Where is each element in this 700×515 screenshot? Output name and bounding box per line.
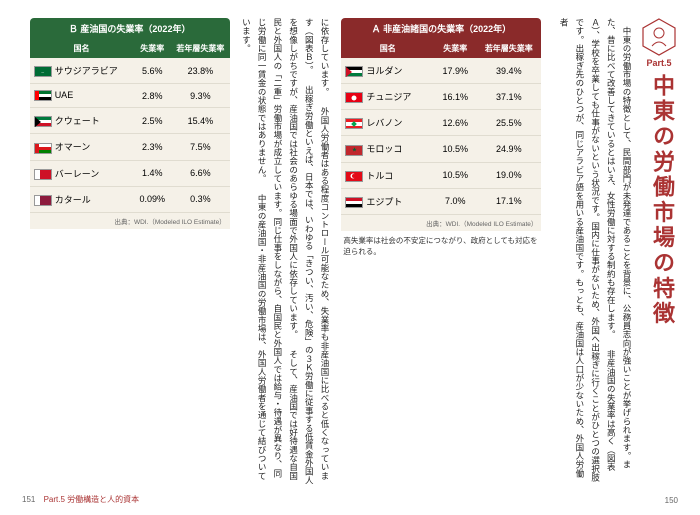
flag-icon — [345, 92, 363, 103]
unemployment-rate: 12.6% — [434, 110, 476, 136]
page-left-num: 151 — [22, 495, 35, 504]
table-b-h1: 失業率 — [133, 39, 171, 58]
country-name: サウジアラビア — [55, 66, 118, 76]
country-name: バーレーン — [55, 169, 100, 179]
table-a-body: ヨルダン 17.9%39.4% チュニジア 16.1%37.1% レバノン 12.6%25… — [341, 58, 541, 214]
youth-unemployment-rate: 19.0% — [476, 162, 541, 188]
table-row: カタール 0.09%0.3% — [30, 186, 230, 212]
page-left: に依存しています。 外国人労働者はある程度コントロール可能なため、失業率も非産油… — [0, 0, 350, 515]
youth-unemployment-rate: 37.1% — [476, 84, 541, 110]
youth-unemployment-rate: 39.4% — [476, 58, 541, 84]
youth-unemployment-rate: 15.4% — [171, 108, 230, 134]
unemployment-rate: 10.5% — [434, 162, 476, 188]
flag-icon — [34, 195, 52, 206]
page-right-num: 150 — [665, 496, 678, 505]
flag-icon — [34, 143, 52, 154]
table-b-caption: Ｂ 産油国の失業率（2022年） — [30, 18, 230, 39]
table-b: 国名 失業率 若年層失業率 ـــサウジアラビア 5.6%23.8% UAE 2.8%… — [30, 39, 230, 213]
country-name: トルコ — [366, 171, 393, 181]
unemployment-rate: 2.3% — [133, 134, 171, 160]
table-row: ـــサウジアラビア 5.6%23.8% — [30, 58, 230, 84]
table-a-h0: 国名 — [341, 39, 434, 58]
table-b-h0: 国名 — [30, 39, 134, 58]
country-name: レバノン — [366, 118, 402, 128]
country-name: モロッコ — [366, 144, 402, 154]
unemployment-rate: 5.6% — [133, 58, 171, 84]
table-b-block: Ｂ 産油国の失業率（2022年） 国名 失業率 若年層失業率 ـــサウジアラビ… — [30, 18, 230, 485]
table-a-block: Ａ 非産油諸国の失業率（2022年） 国名 失業率 若年層失業率 ヨルダン 17.… — [341, 18, 541, 485]
youth-unemployment-rate: 9.3% — [171, 84, 230, 108]
table-a-h2: 若年層失業率 — [476, 39, 541, 58]
country-name: エジプト — [366, 197, 402, 207]
youth-unemployment-rate: 23.8% — [171, 58, 230, 84]
flag-icon — [345, 197, 363, 208]
unemployment-rate: 10.5% — [434, 136, 476, 162]
flag-icon — [345, 118, 363, 129]
hex-icon — [642, 18, 676, 56]
table-row: レバノン 12.6%25.5% — [341, 110, 541, 136]
headline: 中東の労働市場の特徴 — [646, 74, 678, 327]
youth-unemployment-rate: 25.5% — [476, 110, 541, 136]
table-row: チュニジア 16.1%37.1% — [341, 84, 541, 110]
unemployment-rate: 0.09% — [133, 186, 171, 212]
flag-icon — [34, 90, 52, 101]
table-row: オマーン 2.3%7.5% — [30, 134, 230, 160]
table-row: UAE 2.8%9.3% — [30, 84, 230, 108]
unemployment-rate: 7.0% — [434, 188, 476, 214]
table-row: トルコ 10.5%19.0% — [341, 162, 541, 188]
table-a-caption: Ａ 非産油諸国の失業率（2022年） — [341, 18, 541, 39]
unemployment-rate: 2.8% — [133, 84, 171, 108]
table-b-h2: 若年層失業率 — [171, 39, 230, 58]
unemployment-rate: 2.5% — [133, 108, 171, 134]
table-row: クウェート 2.5%15.4% — [30, 108, 230, 134]
flag-icon — [34, 116, 52, 127]
flag-icon: ـــ — [34, 66, 52, 77]
flag-icon — [34, 169, 52, 180]
table-row: ヨルダン 17.9%39.4% — [341, 58, 541, 84]
youth-unemployment-rate: 0.3% — [171, 186, 230, 212]
right-body-text: 中東の労働市場の特徴として、民間部門が未発達であることを背景に、公務員志向が強い… — [555, 18, 634, 485]
table-row: ★モロッコ 10.5%24.9% — [341, 136, 541, 162]
flag-icon — [345, 66, 363, 77]
table-a-source: 出典：WDI.（Modeled ILO Estimate） — [341, 215, 541, 231]
table-a-h1: 失業率 — [434, 39, 476, 58]
country-name: オマーン — [55, 142, 91, 152]
table-row: エジプト 7.0%17.1% — [341, 188, 541, 214]
part-label: Part.5 — [646, 58, 671, 68]
youth-unemployment-rate: 6.6% — [171, 160, 230, 186]
unemployment-rate: 16.1% — [434, 84, 476, 110]
page-left-section: Part.5 労働構造と人的資本 — [44, 495, 140, 504]
table-a-note: 高失業率は社会の不安定につながり、政府としても対応を迫られる。 — [341, 231, 541, 261]
youth-unemployment-rate: 7.5% — [171, 134, 230, 160]
table-a: 国名 失業率 若年層失業率 ヨルダン 17.9%39.4% チュニジア 16.1%37… — [341, 39, 541, 215]
part-badge: Part.5 — [642, 18, 676, 68]
unemployment-rate: 1.4% — [133, 160, 171, 186]
country-name: カタール — [55, 195, 91, 205]
youth-unemployment-rate: 24.9% — [476, 136, 541, 162]
flag-icon: ★ — [345, 145, 363, 156]
country-name: チュニジア — [366, 92, 411, 102]
left-body-text: に依存しています。 外国人労働者はある程度コントロール可能なため、失業率も非産油… — [238, 18, 332, 485]
table-b-source: 出典：WDI.（Modeled ILO Estimate） — [30, 213, 230, 229]
page-right: Part.5 中東の労働市場の特徴 中東の労働市場の特徴として、民間部門が未発達… — [350, 0, 700, 515]
headline-column: Part.5 中東の労働市場の特徴 — [640, 18, 678, 485]
unemployment-rate: 17.9% — [434, 58, 476, 84]
youth-unemployment-rate: 17.1% — [476, 188, 541, 214]
table-row: バーレーン 1.4%6.6% — [30, 160, 230, 186]
country-name: UAE — [55, 90, 74, 100]
flag-icon — [345, 171, 363, 182]
page-right-footer: 150 — [665, 496, 678, 505]
country-name: クウェート — [55, 116, 100, 126]
page-left-footer: 151 Part.5 労働構造と人的資本 — [22, 494, 139, 505]
table-b-body: ـــサウジアラビア5.6%23.8%UAE2.8%9.3%クウェート2.5%1… — [30, 58, 230, 212]
country-name: ヨルダン — [366, 66, 402, 76]
